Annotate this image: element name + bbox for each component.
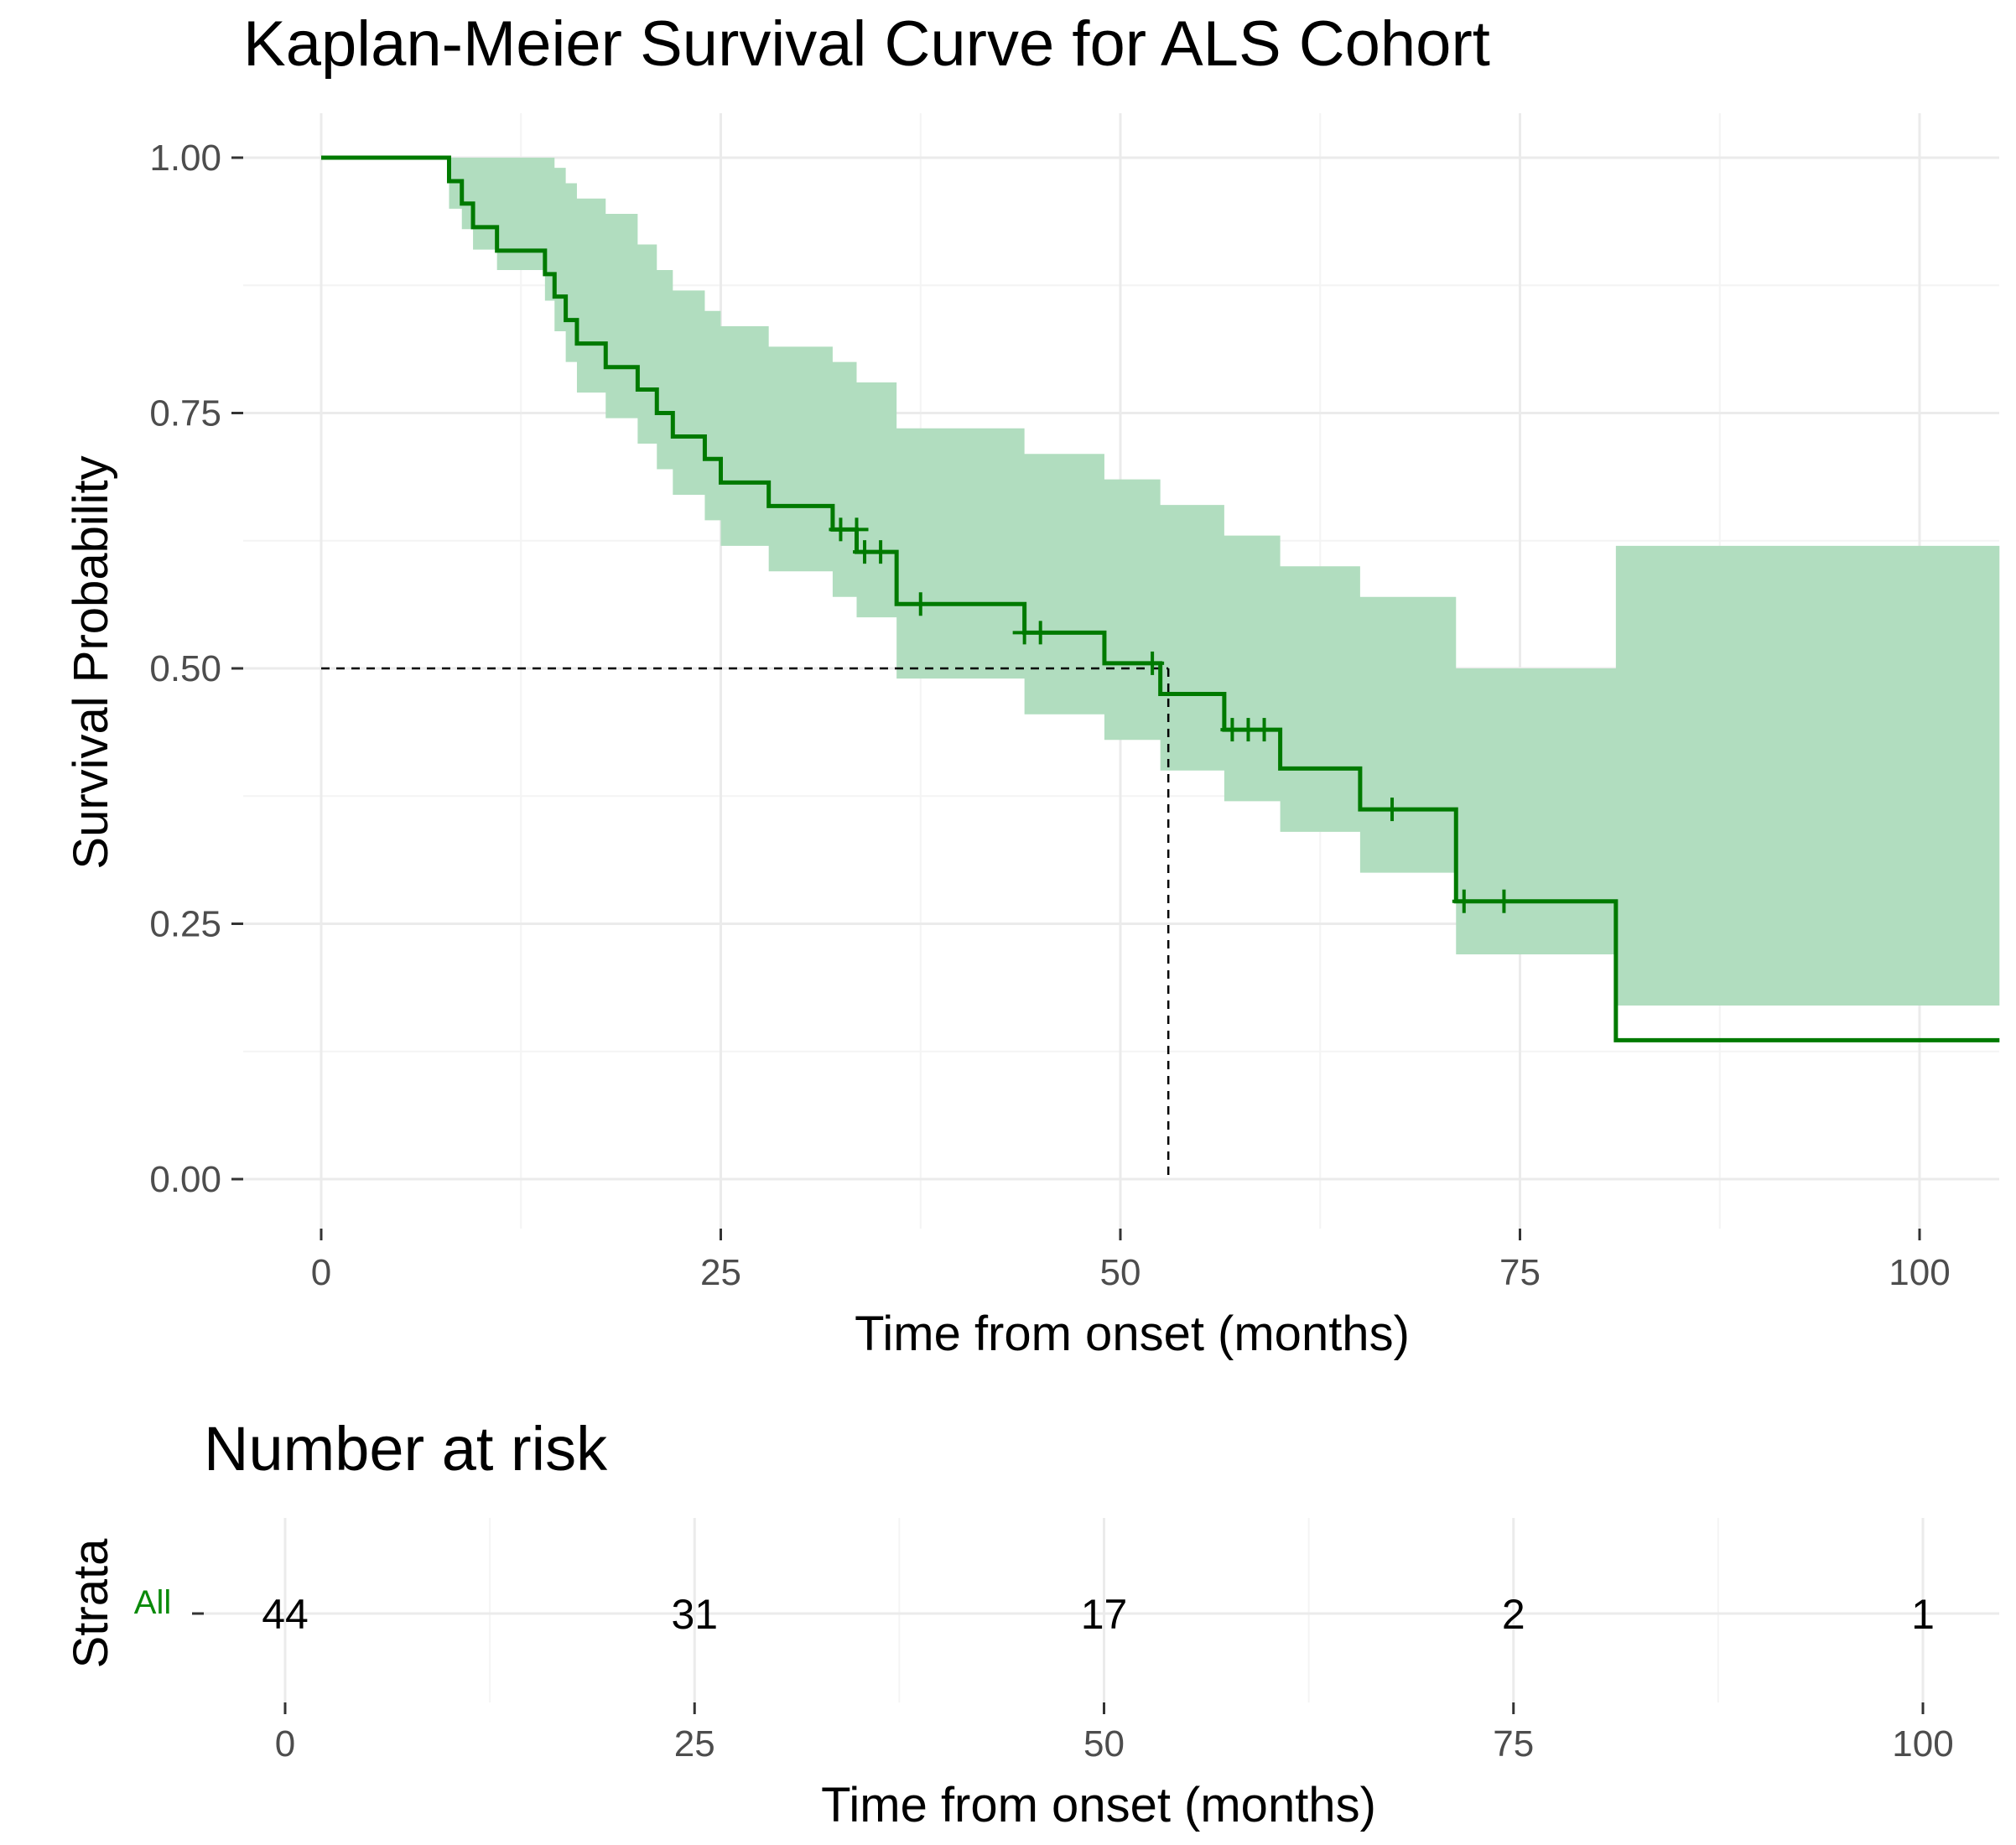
y-axis-title: Survival Probability <box>64 455 118 869</box>
y-tick-label: 0.00 <box>149 1159 221 1200</box>
risk-x-axis-title: Time from onset (months) <box>821 1778 1376 1832</box>
risk-x-tick-label: 25 <box>674 1723 715 1764</box>
risk-x-tick-label: 0 <box>275 1723 295 1764</box>
censor-mark <box>1028 621 1052 645</box>
x-tick-label: 100 <box>1889 1252 1950 1293</box>
risk-x-tick-label: 75 <box>1493 1723 1534 1764</box>
y-tick-label: 0.75 <box>149 393 221 434</box>
censor-mark <box>869 540 893 564</box>
median-reference-lines <box>321 667 1170 1179</box>
risk-count: 1 <box>1911 1591 1935 1638</box>
censor-mark <box>1492 889 1516 913</box>
risk-table-y-title: Strata <box>64 1538 118 1668</box>
main-axes: 0.00 0.25 0.50 0.75 1.00 0 25 50 75 100 <box>149 138 1950 1293</box>
risk-counts: 44 31 17 2 1 <box>262 1591 1935 1638</box>
censor-mark <box>844 517 869 542</box>
risk-count: 17 <box>1081 1591 1128 1638</box>
risk-count: 31 <box>671 1591 718 1638</box>
y-tick-label: 0.50 <box>149 648 221 689</box>
censor-mark <box>1380 798 1405 822</box>
censor-marks <box>829 517 1516 913</box>
chart-title: Kaplan-Meier Survival Curve for ALS Coho… <box>243 8 1490 80</box>
risk-x-tick-label: 100 <box>1892 1723 1953 1764</box>
risk-table-title: Number at risk <box>204 1414 608 1484</box>
x-tick-label: 75 <box>1499 1252 1541 1293</box>
x-tick-label: 50 <box>1100 1252 1141 1293</box>
risk-count: 44 <box>262 1591 309 1638</box>
confidence-band <box>321 158 2000 1006</box>
risk-strata-label: All <box>134 1584 171 1621</box>
risk-axes: 0 25 50 75 100 <box>192 1612 1954 1764</box>
censor-mark <box>1252 718 1276 742</box>
x-tick-label: 0 <box>311 1252 331 1293</box>
x-tick-label: 25 <box>700 1252 741 1293</box>
censor-mark <box>1140 651 1165 675</box>
y-tick-label: 0.25 <box>149 904 221 945</box>
censor-mark <box>1452 889 1476 913</box>
censor-mark <box>908 592 933 616</box>
x-axis-title: Time from onset (months) <box>855 1307 1410 1361</box>
risk-gridlines <box>204 1518 1999 1702</box>
y-tick-label: 1.00 <box>149 138 221 179</box>
risk-x-tick-label: 50 <box>1083 1723 1125 1764</box>
risk-count: 2 <box>1502 1591 1525 1638</box>
confidence-band-area <box>321 158 2000 1006</box>
